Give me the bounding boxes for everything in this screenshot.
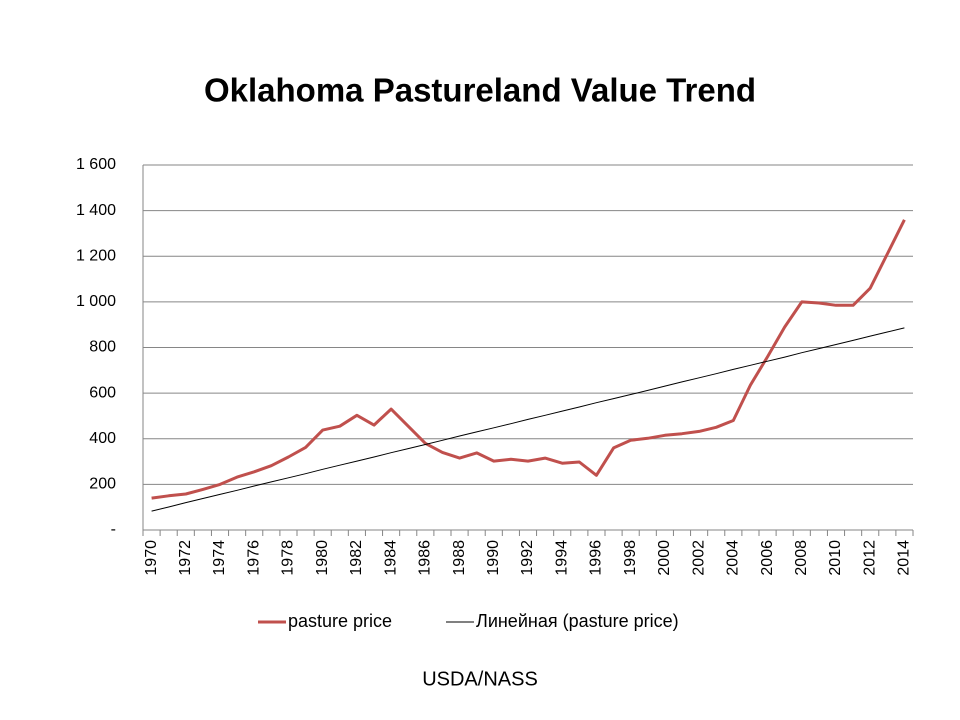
source-note: USDA/NASS — [422, 668, 538, 690]
x-tick-label: 1988 — [451, 540, 468, 576]
x-tick-label: 2002 — [690, 540, 707, 576]
x-tick-label: 1976 — [245, 540, 262, 576]
y-tick-label: 400 — [89, 430, 116, 447]
x-tick-label: 1986 — [417, 540, 434, 576]
x-tick-label: 1996 — [588, 540, 605, 576]
x-tick-label: 2000 — [656, 540, 673, 576]
x-tick-label: 2012 — [861, 540, 878, 576]
x-tick-label: 2010 — [827, 540, 844, 576]
y-tick-label: 600 — [89, 384, 116, 401]
x-tick-label: 1980 — [314, 540, 331, 576]
x-tick-label: 1998 — [622, 540, 639, 576]
x-tick-label: 1972 — [177, 540, 194, 576]
y-tick-label: 1 600 — [76, 156, 116, 173]
x-tick-label: 1994 — [553, 540, 570, 576]
x-tick-label: 1970 — [143, 540, 160, 576]
x-tick-label: 1984 — [382, 540, 399, 576]
x-tick-label: 2008 — [793, 540, 810, 576]
y-tick-label: 1 200 — [76, 247, 116, 264]
legend-label: pasture price — [288, 611, 392, 631]
y-tick-label: 800 — [89, 339, 116, 356]
x-tick-label: 1990 — [485, 540, 502, 576]
x-tick-label: 1992 — [519, 540, 536, 576]
y-tick-label: 1 000 — [76, 293, 116, 310]
y-tick-label: - — [111, 521, 116, 538]
x-tick-label: 1974 — [211, 540, 228, 576]
series-line — [151, 219, 906, 500]
y-tick-label: 1 400 — [76, 202, 116, 219]
x-tick-label: 2014 — [896, 540, 913, 576]
legend-label: Линейная (pasture price) — [476, 611, 679, 631]
x-tick-label: 2006 — [759, 540, 776, 576]
x-tick-label: 2004 — [725, 540, 742, 576]
x-tick-label: 1978 — [280, 540, 297, 576]
series-line — [151, 327, 905, 512]
x-tick-label: 1982 — [348, 540, 365, 576]
y-tick-label: 200 — [89, 476, 116, 493]
chart-title: Oklahoma Pastureland Value Trend — [204, 72, 756, 109]
